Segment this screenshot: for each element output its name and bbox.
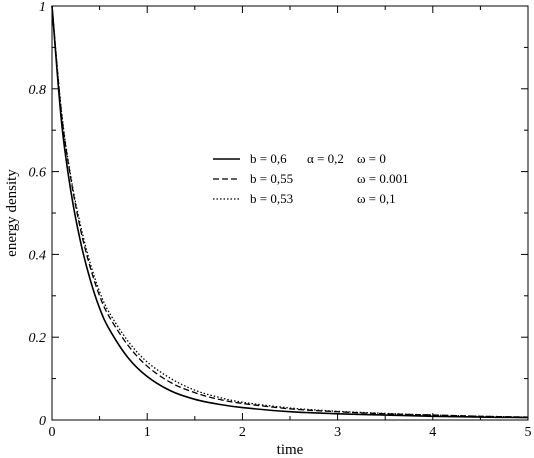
legend: b = 0,6 α = 0,2 ω = 0 b = 0,55 ω = 0.001 b = … (213, 151, 409, 206)
y-tick-label: 0.2 (29, 331, 47, 346)
series-line-2 (51, 5, 529, 418)
y-axis-ticks: 0 0.2 0.4 0.6 0.8 1 (29, 0, 528, 429)
y-tick-label: 0.6 (29, 166, 47, 181)
x-axis-ticks: 0 1 2 3 4 5 (49, 6, 532, 440)
series-line-3 (51, 5, 529, 418)
y-tick-label: 1 (39, 0, 46, 15)
x-tick-label: 4 (429, 425, 436, 440)
y-tick-label: 0.8 (29, 83, 47, 98)
x-tick-label: 3 (334, 425, 341, 440)
legend-param-alpha: α = 0,2 (307, 151, 344, 166)
x-tick-label: 1 (144, 425, 151, 440)
legend-param-omega-2: ω = 0.001 (357, 171, 409, 186)
x-axis-label: time (277, 442, 304, 458)
x-tick-label: 2 (239, 425, 246, 440)
legend-param-omega-3: ω = 0,1 (357, 191, 396, 206)
legend-label-1: b = 0,6 (250, 151, 287, 166)
series-line-1 (51, 5, 529, 419)
x-tick-label: 0 (49, 425, 56, 440)
y-axis-label: energy density (4, 169, 20, 257)
y-tick-label: 0.4 (29, 248, 47, 263)
y-tick-label: 0 (39, 414, 46, 429)
plot-frame (51, 5, 529, 421)
legend-param-omega-1: ω = 0 (357, 151, 386, 166)
legend-label-2: b = 0,55 (250, 171, 293, 186)
series-layer (51, 5, 529, 419)
x-tick-label: 5 (525, 425, 532, 440)
legend-label-3: b = 0,53 (250, 191, 293, 206)
